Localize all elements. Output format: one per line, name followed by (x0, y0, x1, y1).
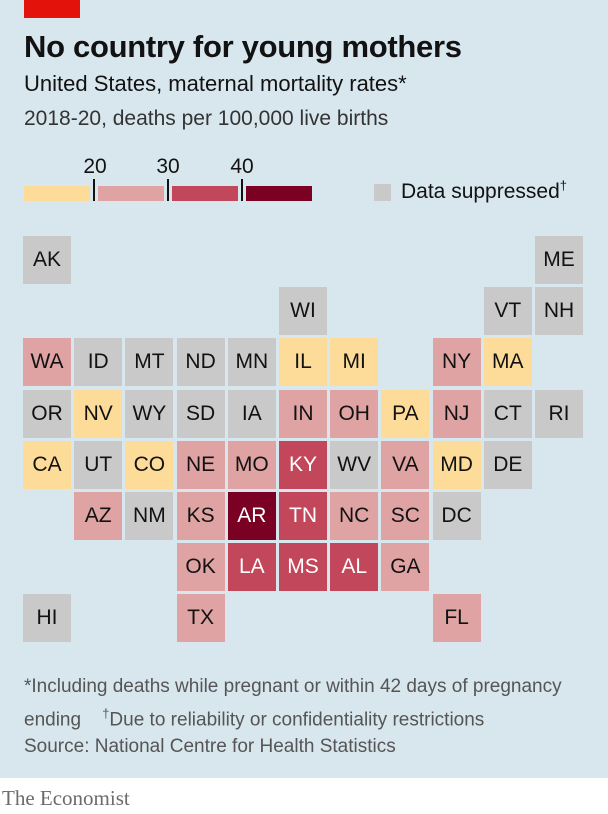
legend-swatch-40plus (246, 186, 312, 201)
state-tile-ga: GA (381, 543, 430, 592)
state-tile-ms: MS (279, 543, 327, 592)
legend-swatch-lt20 (24, 186, 90, 201)
state-tile-hi: HI (23, 594, 71, 643)
state-tile-ak: AK (23, 236, 71, 284)
state-tile-de: DE (483, 440, 532, 489)
state-tile-va: VA (381, 440, 430, 489)
state-tile-pa: PA (381, 389, 430, 438)
brand-footer: The Economist (2, 786, 130, 810)
state-tile-ne: NE (176, 440, 225, 489)
state-tile-il: IL (279, 338, 327, 387)
state-tile-tn: TN (279, 492, 327, 540)
state-tile-vt: VT (483, 287, 532, 336)
state-tile-tx: TX (176, 594, 225, 643)
state-tile-az: AZ (74, 492, 123, 540)
chart-subtitle: United States, maternal mortality rates* (24, 71, 407, 96)
state-tile-in: IN (279, 389, 327, 438)
legend-tick-label: 40 (230, 155, 254, 178)
state-tile-md: MD (432, 440, 481, 489)
state-tile-ca: CA (23, 440, 71, 489)
state-tile-ar: AR (227, 492, 276, 540)
state-tile-fl: FL (432, 594, 481, 643)
state-tile-la: LA (227, 543, 276, 592)
state-tile-sc: SC (381, 492, 430, 540)
legend-suppressed-swatch (374, 184, 391, 201)
state-tile-mo: MO (227, 440, 276, 489)
legend-tick-mark (93, 179, 95, 201)
state-tile-nm: NM (125, 492, 174, 540)
state-tile-ok: OK (176, 543, 225, 592)
chart-title: No country for young mothers (24, 29, 462, 64)
legend-tick-label: 30 (156, 155, 180, 178)
legend-tick-mark (241, 179, 243, 201)
state-tile-dc: DC (432, 492, 481, 540)
state-tile-ky: KY (279, 440, 327, 489)
state-tile-mi: MI (330, 338, 379, 387)
state-tile-sd: SD (176, 389, 225, 438)
legend-tick-mark (167, 179, 169, 201)
state-tile-ut: UT (74, 440, 123, 489)
source-note: Source: National Centre for Health Stati… (24, 736, 396, 757)
state-tile-ny: NY (432, 338, 481, 387)
state-tile-ia: IA (227, 389, 276, 438)
legend-tick-label: 20 (83, 155, 107, 178)
state-tile-co: CO (125, 440, 174, 489)
state-tile-ct: CT (483, 389, 532, 438)
state-tile-ma: MA (483, 338, 532, 387)
state-tile-ks: KS (176, 492, 225, 540)
chart-units: 2018-20, deaths per 100,000 live births (24, 107, 389, 130)
state-tile-wa: WA (23, 338, 71, 387)
state-tile-wy: WY (125, 389, 174, 438)
footnote-dagger: ending †Due to reliability or confidenti… (24, 706, 485, 731)
chart-panel: No country for young mothers United Stat… (0, 0, 608, 778)
state-tile-id: ID (74, 338, 123, 387)
brand-accent-bar (24, 0, 80, 18)
footnote-asterisk: *Including deaths while pregnant or with… (24, 676, 562, 697)
state-tile-mt: MT (125, 338, 174, 387)
state-tile-al: AL (330, 543, 379, 592)
state-tile-me: ME (535, 236, 583, 284)
state-tile-mn: MN (227, 338, 276, 387)
state-tile-wv: WV (330, 440, 379, 489)
state-tile-nv: NV (74, 389, 123, 438)
state-tile-or: OR (23, 389, 71, 438)
legend-swatch-20-30 (98, 186, 164, 201)
state-tile-nh: NH (535, 287, 583, 336)
state-tile-wi: WI (279, 287, 327, 336)
state-tile-nj: NJ (432, 389, 481, 438)
state-tile-ri: RI (535, 389, 583, 438)
legend-swatch-30-40 (172, 186, 238, 201)
legend-suppressed-label: Data suppressed† (401, 178, 567, 203)
state-tile-nc: NC (330, 492, 379, 540)
state-tile-nd: ND (176, 338, 225, 387)
state-tile-oh: OH (330, 389, 379, 438)
